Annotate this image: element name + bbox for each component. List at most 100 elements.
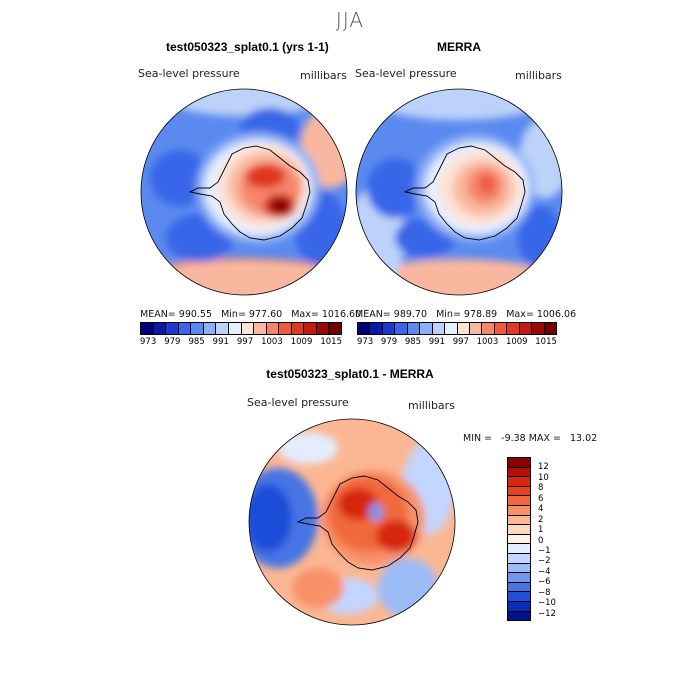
model-colorbar-swatch bbox=[304, 323, 317, 334]
diff-colorbar-swatch bbox=[508, 544, 530, 554]
diff-colorbar-tick-label: 1 bbox=[538, 525, 544, 536]
obs-colorbar-swatch bbox=[382, 323, 396, 334]
obs-colorbar-ticks: 973 979 985 991 997 1003 1009 1015 bbox=[357, 337, 557, 347]
model-colorbar-swatch bbox=[203, 323, 217, 334]
obs-colorbar-tick-label: 985 bbox=[404, 337, 422, 347]
diff-colorbar-swatch bbox=[508, 573, 530, 583]
obs-colorbar-swatch bbox=[420, 323, 433, 334]
model-colorbar-tick-label: 991 bbox=[212, 337, 229, 347]
obs-colorbar-swatch bbox=[519, 323, 533, 334]
diff-colorbar-swatch bbox=[508, 582, 530, 593]
obs-colorbar-swatch bbox=[469, 323, 483, 334]
obs-colorbar-tick-label: 991 bbox=[428, 337, 445, 347]
diff-colorbar-swatch bbox=[508, 496, 530, 506]
model-colorbar: 973 979 985 991 997 1003 1009 1015 bbox=[140, 322, 342, 347]
model-panel-title: test050323_splat0.1 (yrs 1-1) bbox=[166, 40, 329, 54]
obs-field-label: Sea-level pressure bbox=[355, 67, 457, 80]
diff-colorbar-swatch bbox=[508, 458, 530, 468]
diff-colorbar-swatch bbox=[508, 534, 530, 545]
diff-colorbar-tick-label: 6 bbox=[538, 493, 544, 504]
model-colorbar-swatches bbox=[140, 322, 342, 335]
model-colorbar-swatch bbox=[228, 323, 242, 334]
obs-panel-title: MERRA bbox=[437, 40, 481, 54]
diff-colorbar-swatch bbox=[508, 592, 530, 602]
model-stats: MEAN= 990.55 Min= 977.60 Max= 1016.60 bbox=[140, 309, 362, 320]
diff-colorbar-swatch bbox=[508, 601, 530, 612]
diff-field-label: Sea-level pressure bbox=[247, 396, 349, 409]
model-colorbar-swatch bbox=[266, 323, 280, 334]
diff-colorbar-tick-label: −10 bbox=[538, 598, 556, 609]
model-colorbar-swatch bbox=[279, 323, 292, 334]
diff-colorbar-tick-label: 4 bbox=[538, 504, 544, 515]
diff-colorbar-tick-label: 8 bbox=[538, 483, 544, 494]
diff-colorbar-swatch bbox=[508, 563, 530, 574]
diff-colorbar-tick-label: −6 bbox=[538, 577, 551, 588]
model-colorbar-swatch bbox=[153, 323, 167, 334]
model-colorbar-swatch bbox=[166, 323, 179, 334]
diff-colorbar-tick-label: 2 bbox=[538, 514, 544, 525]
obs-colorbar-swatch bbox=[407, 323, 421, 334]
model-colorbar-tick-label: 1003 bbox=[261, 337, 283, 347]
obs-colorbar-swatch bbox=[445, 323, 458, 334]
model-colorbar-tick-label: 1015 bbox=[320, 337, 342, 347]
obs-colorbar-tick-label: 979 bbox=[380, 337, 398, 347]
obs-colorbar-swatch bbox=[395, 323, 408, 334]
diff-colorbar-tick-label: −1 bbox=[538, 545, 551, 556]
diff-colorbar-tick-label: −12 bbox=[538, 608, 556, 619]
obs-stats: MEAN= 989.70 Min= 978.89 Max= 1006.06 bbox=[355, 309, 577, 320]
diff-stats: MIN = -9.38 MAX = 13.02 bbox=[463, 433, 598, 444]
diff-colorbar-swatch bbox=[508, 477, 530, 487]
model-colorbar-tick-label: 979 bbox=[164, 337, 181, 347]
obs-colorbar-swatch bbox=[358, 323, 371, 334]
obs-colorbar-swatch bbox=[544, 323, 556, 334]
diff-slp-map bbox=[248, 418, 456, 626]
model-units-label: millibars bbox=[300, 69, 347, 82]
model-colorbar-swatch bbox=[241, 323, 255, 334]
diff-colorbar-swatch bbox=[508, 611, 530, 621]
diff-colorbar-tick-label: 0 bbox=[538, 535, 544, 546]
obs-colorbar-swatch bbox=[507, 323, 520, 334]
diff-colorbar: 12 10 8 6 4 2 1 0 −1 −2 −4 −6 −8 −10 −12 bbox=[507, 457, 556, 621]
model-slp-map bbox=[140, 88, 348, 296]
obs-slp-map bbox=[355, 88, 563, 296]
model-colorbar-swatch bbox=[291, 323, 305, 334]
model-colorbar-swatch bbox=[141, 323, 154, 334]
obs-colorbar-tick-label: 973 bbox=[357, 337, 374, 347]
obs-colorbar-swatch bbox=[532, 323, 545, 334]
obs-colorbar-swatch bbox=[457, 323, 470, 334]
diff-colorbar-tick-label: 10 bbox=[538, 472, 549, 483]
obs-colorbar-tick-label: 1009 bbox=[505, 337, 528, 347]
obs-units-label: millibars bbox=[515, 69, 562, 82]
obs-colorbar-swatch bbox=[370, 323, 383, 334]
season-title: JJA bbox=[335, 8, 365, 32]
obs-colorbar-swatches bbox=[357, 322, 557, 335]
obs-colorbar-tick-label: 997 bbox=[452, 337, 469, 347]
diff-colorbar-swatch bbox=[508, 515, 530, 526]
obs-colorbar-tick-label: 1015 bbox=[535, 337, 557, 347]
diff-colorbar-tick-label: −4 bbox=[538, 566, 551, 577]
model-colorbar-swatch bbox=[178, 323, 192, 334]
model-field-label: Sea-level pressure bbox=[138, 67, 240, 80]
diff-colorbar-swatch bbox=[508, 486, 530, 497]
diff-colorbar-swatch bbox=[508, 525, 530, 535]
diff-colorbar-swatches bbox=[507, 457, 531, 621]
model-colorbar-tick-label: 973 bbox=[140, 337, 157, 347]
diff-colorbar-tick-label: 12 bbox=[538, 462, 549, 473]
diff-colorbar-tick-label: −2 bbox=[538, 556, 551, 567]
model-colorbar-swatch bbox=[216, 323, 229, 334]
model-colorbar-ticks: 973 979 985 991 997 1003 1009 1015 bbox=[140, 337, 342, 347]
obs-colorbar-swatch bbox=[494, 323, 508, 334]
diff-colorbar-swatch bbox=[508, 467, 530, 478]
diff-units-label: millibars bbox=[408, 399, 455, 412]
diff-colorbar-swatch bbox=[508, 553, 530, 564]
diff-colorbar-swatch bbox=[508, 505, 530, 516]
obs-colorbar-swatch bbox=[432, 323, 446, 334]
model-colorbar-swatch bbox=[191, 323, 204, 334]
model-colorbar-swatch bbox=[329, 323, 341, 334]
diff-colorbar-tick-label: −8 bbox=[538, 587, 551, 598]
obs-colorbar: 973 979 985 991 997 1003 1009 1015 bbox=[357, 322, 557, 347]
obs-colorbar-tick-label: 1003 bbox=[476, 337, 499, 347]
obs-colorbar-swatch bbox=[482, 323, 495, 334]
model-colorbar-swatch bbox=[316, 323, 330, 334]
model-colorbar-tick-label: 1009 bbox=[290, 337, 313, 347]
